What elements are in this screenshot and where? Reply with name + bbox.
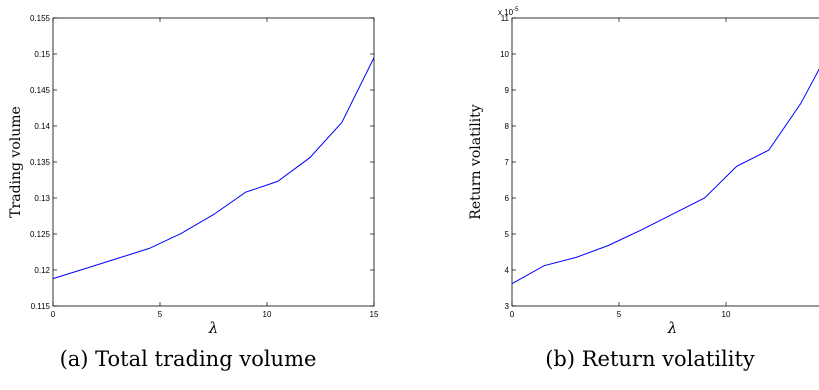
data-point <box>607 244 610 247</box>
data-point <box>543 264 546 267</box>
data-point <box>212 213 215 216</box>
figure-caption: (a) Total trading volume <box>60 347 317 371</box>
x-tick-label: 5 <box>158 310 163 319</box>
y-tick-label: 0.145 <box>30 86 51 95</box>
data-point <box>180 232 183 235</box>
data-point <box>308 156 311 159</box>
y-tick-label: 8 <box>505 122 510 131</box>
y-tick-label: 7 <box>505 158 510 167</box>
y-tick-label: 0.15 <box>34 50 50 59</box>
data-point <box>671 213 674 216</box>
series-line <box>511 68 819 285</box>
y-tick-label: 0.12 <box>34 266 50 275</box>
y-exponent-base: x 10 <box>498 8 514 17</box>
y-tick-label: 0.155 <box>30 14 51 23</box>
data-point <box>373 56 376 59</box>
data-point <box>511 282 514 285</box>
y-tick-label: 0.13 <box>34 194 50 203</box>
data-point <box>84 267 87 270</box>
y-tick-label: 3 <box>505 302 510 311</box>
y-tick-label: 10 <box>500 50 509 59</box>
y-exponent-label: x 10-5 <box>498 7 519 17</box>
x-tick-label: 5 <box>617 310 622 319</box>
y-tick-label: 11 <box>501 14 510 23</box>
y-axis-label: Trading volume <box>8 106 24 218</box>
data-point <box>276 180 279 183</box>
y-tick-label: 0.14 <box>34 122 50 131</box>
x-tick-label: 0 <box>51 310 56 319</box>
data-point <box>639 229 642 232</box>
y-tick-label: 5 <box>505 230 510 239</box>
plot-frame <box>52 17 375 307</box>
x-axis-label: λ <box>667 319 678 337</box>
y-tick-label: 9 <box>505 86 510 95</box>
data-point <box>340 121 343 124</box>
y-tick-label: 0.115 <box>31 302 51 311</box>
x-tick-label: 10 <box>263 310 272 319</box>
y-exponent-power: -5 <box>513 7 519 13</box>
data-point <box>735 165 738 168</box>
data-point <box>116 257 119 260</box>
y-tick-label: 0.135 <box>30 158 51 167</box>
data-point <box>244 191 247 194</box>
x-axis-label: λ <box>208 319 219 337</box>
plot-frame <box>511 17 819 307</box>
figure-caption: (b) Return volatility <box>545 347 755 371</box>
y-tick-label: 6 <box>505 194 510 203</box>
data-point <box>703 197 706 200</box>
y-tick-label: 0.125 <box>30 230 51 239</box>
chart-a: 0.115 0.12 0.125 0.13 0.135 0.14 0.145 0.15 0.15… <box>8 14 379 371</box>
data-point <box>52 277 55 280</box>
y-axis-label: Return volatility <box>468 104 484 219</box>
x-tick-label: 15 <box>370 310 379 319</box>
data-point <box>575 256 578 259</box>
data-point <box>148 247 151 250</box>
x-tick-label: 10 <box>722 310 731 319</box>
data-point <box>799 102 802 105</box>
series-line <box>52 57 375 280</box>
x-tick-label: 0 <box>510 310 515 319</box>
y-tick-label: 4 <box>505 266 510 275</box>
data-point <box>767 149 770 152</box>
